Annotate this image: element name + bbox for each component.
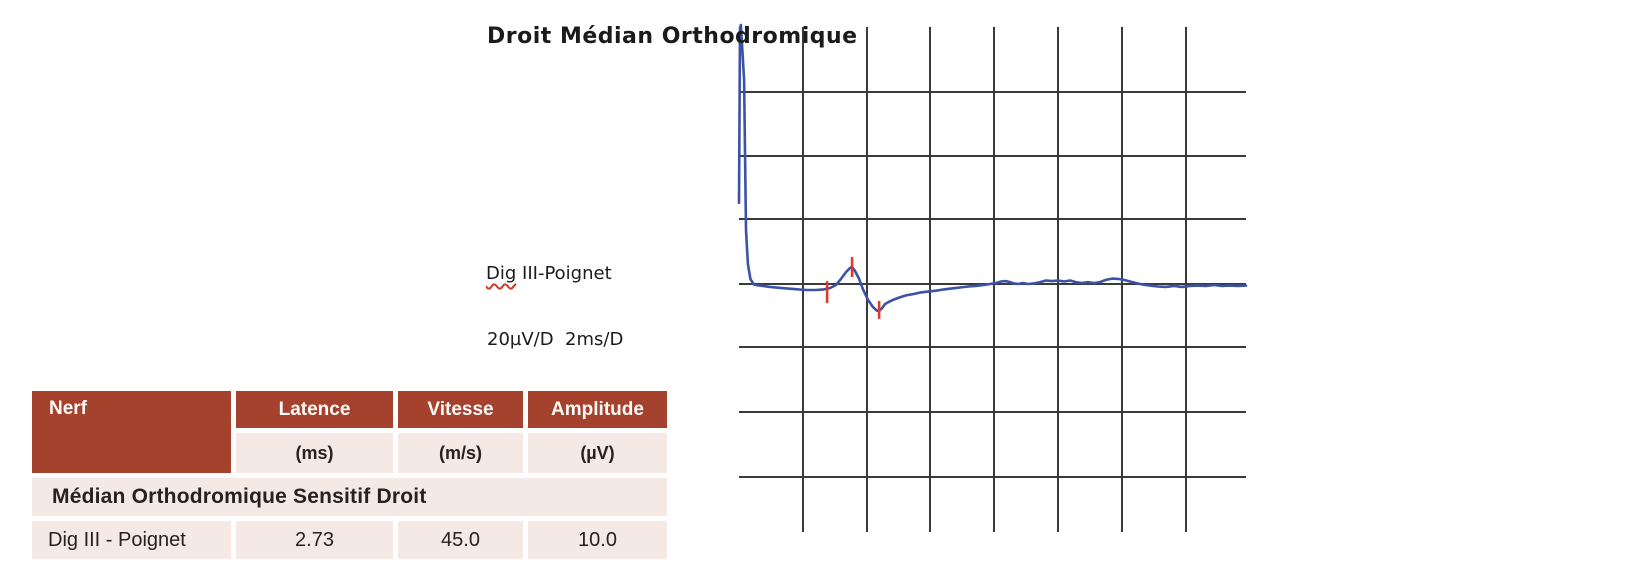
col-header-nerf: Nerf bbox=[32, 391, 231, 473]
sweep-gain-label: 20µV/D 2ms/D bbox=[487, 329, 624, 350]
row-nerve-name: Dig III - Poignet bbox=[32, 521, 231, 559]
row-vitesse-value: 45.0 bbox=[398, 521, 523, 559]
row-amplitude-value: 10.0 bbox=[528, 521, 667, 559]
scope-grid bbox=[739, 27, 1246, 532]
section-row-title: Médian Orthodromique Sensitif Droit bbox=[32, 478, 667, 516]
cursor-markers bbox=[825, 257, 881, 319]
unit-latence: (ms) bbox=[236, 433, 393, 473]
col-header-latence: Latence bbox=[236, 391, 393, 428]
trace-label: Dig III-Poignet bbox=[486, 263, 612, 284]
unit-amplitude: (µV) bbox=[528, 433, 667, 473]
results-table: Nerf Latence Vitesse Amplitude (ms) (m/s… bbox=[32, 391, 667, 559]
row-latence-value: 2.73 bbox=[236, 521, 393, 559]
col-header-vitesse: Vitesse bbox=[398, 391, 523, 428]
sensory-response-trace bbox=[737, 23, 1248, 313]
chart-title: Droit Médian Orthodromique bbox=[487, 24, 858, 49]
trace-label-rest: III-Poignet bbox=[516, 263, 612, 284]
unit-vitesse: (m/s) bbox=[398, 433, 523, 473]
trace-label-underlined-word: Dig bbox=[486, 263, 517, 284]
col-header-amplitude: Amplitude bbox=[528, 391, 667, 428]
